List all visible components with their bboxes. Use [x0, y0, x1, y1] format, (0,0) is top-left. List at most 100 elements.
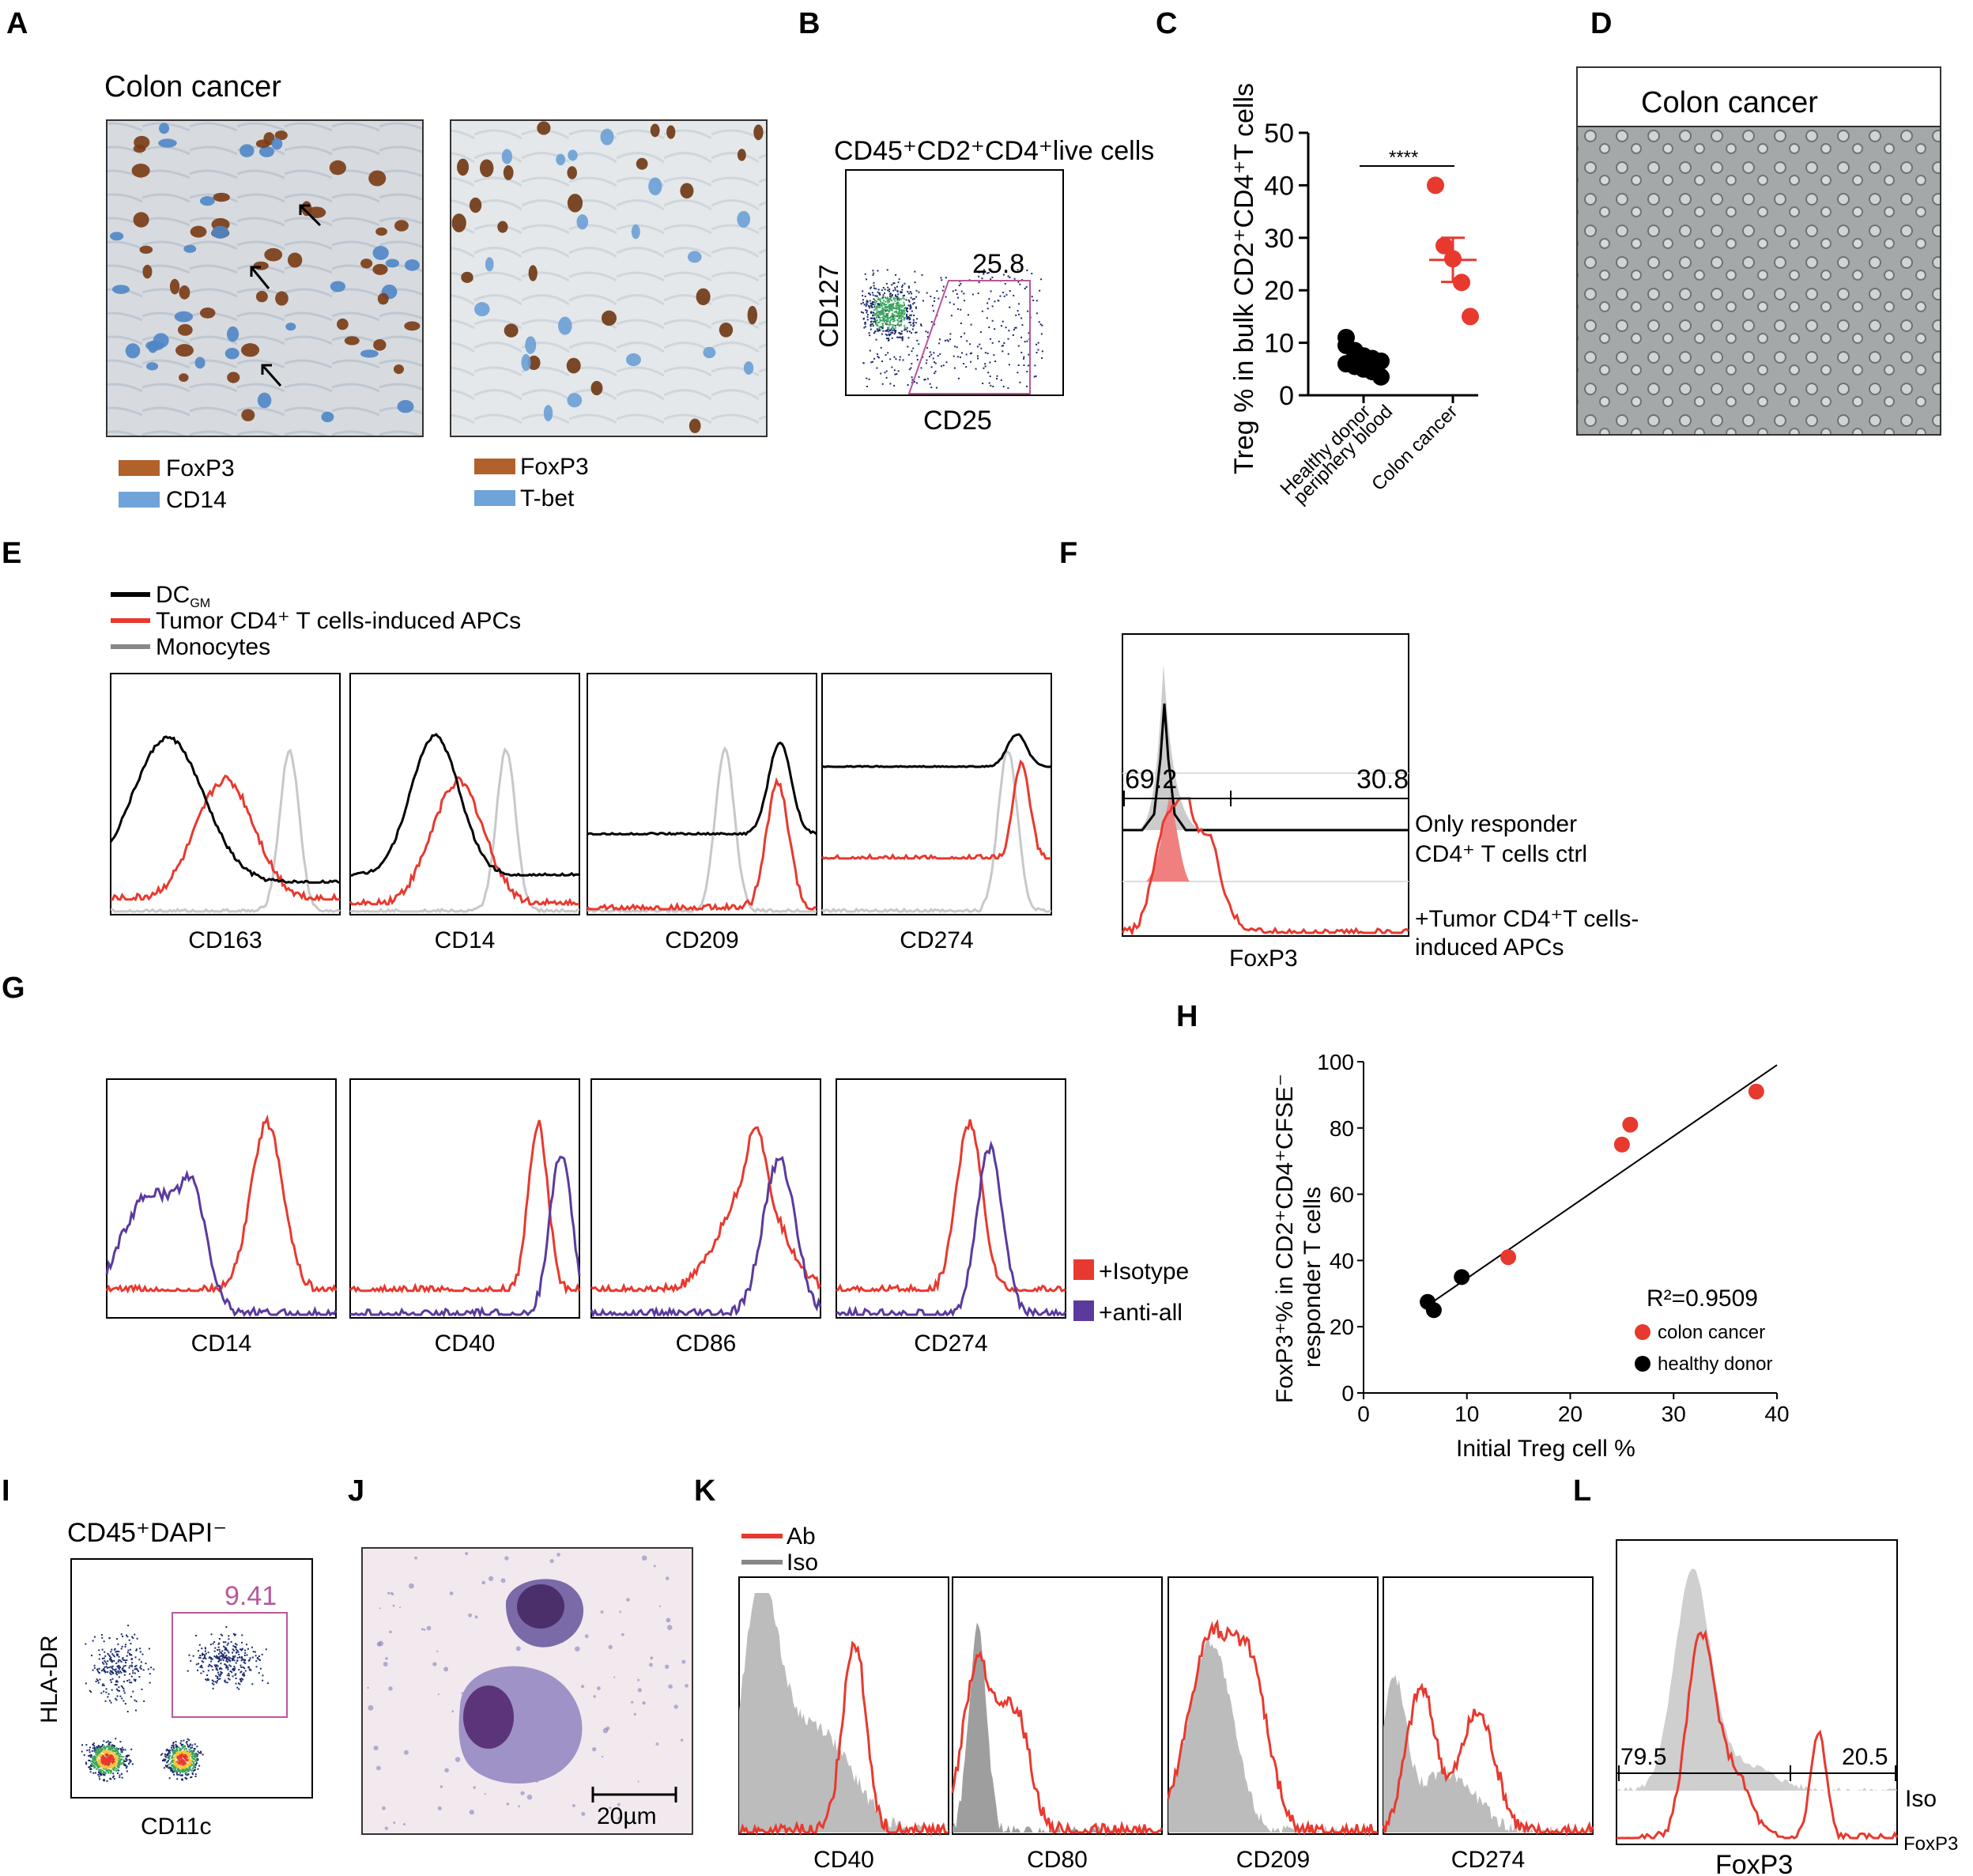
speck	[392, 1604, 395, 1607]
event-dot	[111, 1678, 114, 1680]
event-dot	[190, 1761, 192, 1764]
event-dot	[176, 1750, 179, 1752]
event-dot	[877, 357, 880, 359]
event-dot	[103, 1772, 105, 1774]
event-dot	[108, 1637, 111, 1640]
panel-letter-k: K	[694, 1474, 716, 1508]
event-dot	[925, 330, 927, 333]
event-dot	[116, 1655, 119, 1657]
tbet-cell	[743, 360, 754, 376]
event-dot	[942, 285, 945, 288]
event-dot	[187, 1738, 189, 1740]
event-dot	[109, 1655, 111, 1658]
event-dot	[85, 1682, 87, 1685]
event-dot	[880, 319, 882, 322]
legend-dot-healthy-donor	[1635, 1356, 1650, 1372]
event-dot	[907, 315, 910, 318]
event-dot	[113, 1659, 115, 1662]
event-dot	[213, 1664, 216, 1667]
speck	[630, 1700, 634, 1704]
panel-letter-d: D	[1590, 7, 1612, 40]
event-dot	[894, 330, 896, 332]
event-dot	[168, 1777, 171, 1780]
event-dot	[184, 1768, 187, 1770]
event-dot	[866, 311, 868, 314]
event-dot	[117, 1653, 119, 1655]
panel-e-histograms: E DCGM Tumor CD4⁺ T cells-induced APCs M…	[2, 537, 1052, 953]
event-dot	[887, 312, 889, 315]
event-dot	[89, 1746, 91, 1749]
event-dot	[178, 1766, 180, 1768]
event-dot	[926, 335, 929, 338]
speck	[391, 1593, 394, 1595]
event-dot	[216, 1682, 218, 1684]
event-dot	[901, 284, 904, 286]
event-dot	[217, 1646, 220, 1648]
event-dot	[892, 282, 895, 285]
event-dot	[258, 1659, 261, 1661]
event-dot	[878, 321, 881, 323]
event-dot	[119, 1762, 122, 1765]
event-dot	[901, 336, 904, 338]
event-dot	[107, 1745, 109, 1747]
tbet-cell	[567, 393, 583, 408]
event-dot	[232, 1670, 235, 1672]
event-dot	[214, 1681, 217, 1683]
event-dot	[882, 296, 885, 298]
event-dot	[94, 1749, 96, 1751]
event-dot	[183, 1761, 186, 1764]
gate-right-value-f: 30.8	[1356, 764, 1409, 795]
event-dot	[989, 338, 991, 340]
event-dot	[233, 1656, 236, 1659]
event-dot	[114, 1745, 116, 1747]
event-dot	[1031, 273, 1033, 275]
event-dot	[192, 1765, 194, 1767]
event-dot	[110, 1659, 112, 1661]
event-dot	[227, 1667, 229, 1669]
event-dot	[90, 1691, 92, 1693]
event-dot	[882, 294, 885, 296]
event-dot	[128, 1667, 130, 1669]
event-dot	[182, 1770, 184, 1772]
event-dot	[111, 1767, 113, 1769]
event-dot	[111, 1751, 113, 1753]
event-dot	[871, 317, 873, 319]
event-dot	[234, 1643, 236, 1645]
event-dot	[175, 1770, 177, 1772]
event-dot	[227, 1642, 229, 1644]
event-dot	[110, 1659, 112, 1662]
tbet-cell	[501, 149, 512, 164]
speck	[621, 1633, 624, 1636]
event-dot	[115, 1749, 117, 1751]
event-dot	[94, 1757, 96, 1760]
panel-letter-j: J	[348, 1474, 364, 1508]
event-dot	[196, 1669, 198, 1671]
event-dot	[903, 301, 905, 304]
event-dot	[256, 1657, 258, 1659]
event-dot	[896, 315, 899, 317]
event-dot	[885, 330, 887, 332]
event-dot	[168, 1751, 171, 1753]
event-dot	[107, 1758, 109, 1761]
event-dot	[197, 1650, 199, 1652]
event-dot	[210, 1660, 213, 1663]
event-dot	[904, 329, 906, 331]
foxp3-cell	[650, 123, 660, 138]
event-dot	[101, 1772, 104, 1775]
event-dot	[187, 1755, 190, 1757]
event-dot	[888, 323, 891, 325]
event-dot	[92, 1755, 95, 1757]
event-dot	[212, 1687, 214, 1689]
event-dot	[130, 1748, 133, 1750]
legend-label-healthy-donor: healthy donor	[1658, 1353, 1772, 1375]
histogram-frame	[587, 673, 817, 915]
event-dot	[1026, 269, 1028, 271]
event-dot	[169, 1754, 172, 1757]
event-dot	[109, 1766, 111, 1768]
event-dot	[180, 1766, 183, 1768]
speck	[658, 1605, 662, 1607]
event-dot	[902, 296, 904, 299]
event-dot	[240, 1678, 243, 1680]
event-dot	[216, 1657, 218, 1659]
event-dot	[261, 1653, 263, 1655]
